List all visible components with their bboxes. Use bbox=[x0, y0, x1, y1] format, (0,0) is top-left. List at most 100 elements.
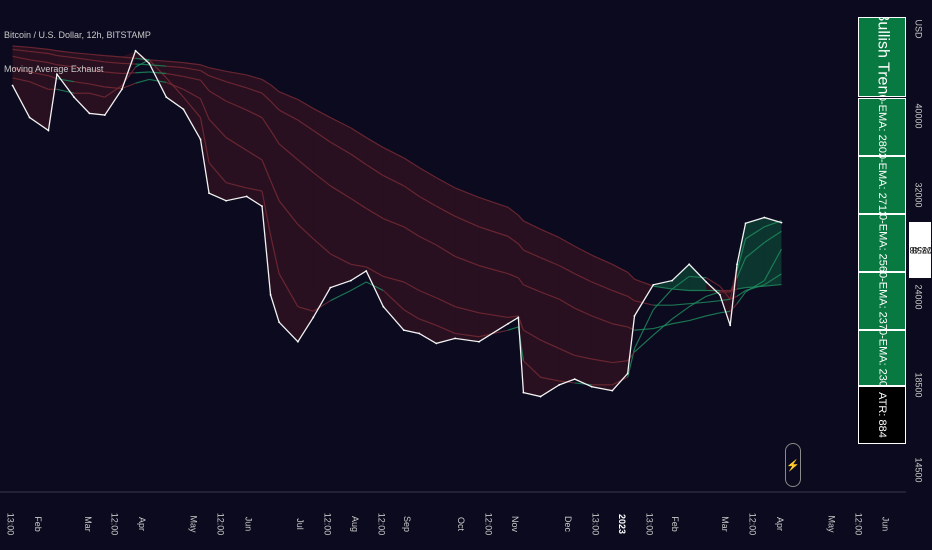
ema-line-3-segment bbox=[418, 235, 437, 246]
ema-line-4-segment bbox=[135, 63, 150, 66]
ema-line-3-segment bbox=[478, 265, 509, 275]
ema-line-2-segment bbox=[403, 281, 420, 292]
ema-line-5-segment bbox=[591, 254, 613, 265]
ema-line-2-segment bbox=[225, 137, 247, 151]
ema-line-5-segment bbox=[74, 52, 90, 55]
ema-line-5-segment bbox=[297, 99, 314, 109]
ema-line-3-segment bbox=[435, 244, 456, 257]
ema-line-1-segment bbox=[29, 81, 49, 90]
ema-line-4-segment bbox=[523, 249, 541, 259]
ema-line-2-segment bbox=[652, 318, 673, 336]
price-point bbox=[88, 112, 91, 115]
x-tick: Oct bbox=[456, 516, 467, 532]
ema-line-5-segment bbox=[365, 137, 384, 149]
ema-line-2-segment bbox=[208, 118, 227, 138]
ema-line-3-segment bbox=[634, 327, 654, 331]
bearish-cloud-segment bbox=[297, 99, 314, 342]
price-point bbox=[719, 293, 721, 296]
price-point bbox=[418, 332, 421, 335]
ema300-panel: 300-EMA: 23018 bbox=[858, 330, 906, 386]
ema-line-2-segment bbox=[540, 339, 560, 350]
ema-line-4-segment bbox=[121, 62, 136, 65]
bearish-cloud-segment bbox=[559, 237, 575, 385]
bearish-cloud-segment bbox=[455, 187, 480, 342]
ema-line-4-segment bbox=[350, 153, 367, 166]
y-axis-tick: 14500 bbox=[914, 457, 924, 483]
price-point bbox=[522, 391, 525, 394]
ema-line-5-segment bbox=[350, 127, 367, 139]
ema-line-2-segment bbox=[135, 78, 150, 84]
ema-line-4-segment bbox=[612, 289, 628, 297]
ema-line-5-segment bbox=[745, 285, 765, 289]
price-point bbox=[507, 322, 509, 325]
bearish-cloud-segment bbox=[270, 84, 280, 323]
ema-line-4-segment bbox=[736, 289, 746, 297]
price-point bbox=[134, 49, 137, 52]
ema-line-3-segment bbox=[166, 72, 184, 78]
ema-line-2-segment bbox=[365, 266, 384, 277]
ema-line-2-segment bbox=[612, 360, 628, 364]
x-tick: May bbox=[188, 515, 199, 533]
bearish-cloud-segment bbox=[540, 229, 560, 397]
ema-line-5-segment bbox=[200, 64, 210, 69]
x-tick: Jun bbox=[880, 516, 891, 532]
ema-line-3-segment bbox=[540, 291, 560, 300]
ema-line-1-segment bbox=[507, 326, 519, 331]
ema-line-5-segment bbox=[149, 59, 167, 62]
price-point bbox=[763, 216, 766, 219]
x-tick: 12:00 bbox=[747, 512, 757, 536]
ema-line-1-segment bbox=[382, 290, 405, 311]
ema-line-1-segment bbox=[246, 187, 263, 192]
ema-line-5-segment bbox=[104, 54, 122, 58]
ema-line-3-segment bbox=[330, 185, 352, 200]
ema-line-1-segment bbox=[719, 285, 731, 300]
price-point bbox=[312, 316, 315, 319]
price-point bbox=[558, 383, 561, 386]
indicator-name: Moving Average Exhaust bbox=[4, 64, 104, 74]
ema-line-4-segment bbox=[591, 281, 613, 292]
ema-line-2-segment bbox=[454, 306, 480, 314]
ema-line-4-segment bbox=[183, 67, 201, 72]
ema-line-5-segment bbox=[89, 53, 105, 57]
ema-line-3-segment bbox=[149, 71, 167, 75]
price-point bbox=[73, 96, 75, 99]
x-tick: Jun bbox=[243, 516, 254, 532]
ema-line-4-segment bbox=[672, 303, 690, 306]
ema-line-3-segment bbox=[507, 273, 519, 279]
price-point bbox=[296, 340, 299, 343]
x-tick: May bbox=[826, 515, 837, 533]
ema-line-2-segment bbox=[745, 242, 765, 259]
price-point bbox=[744, 222, 747, 225]
last-price-label: 2785807:48:52 bbox=[909, 222, 931, 278]
ema-line-3-segment bbox=[559, 298, 576, 309]
ema-line-2-segment bbox=[166, 81, 184, 90]
ema-line-3-segment bbox=[135, 71, 150, 74]
ema300-label: 300-EMA: 23018 bbox=[876, 330, 888, 386]
ema-line-5-segment bbox=[403, 157, 420, 169]
ema50-label: 50-EMA: 27127 bbox=[876, 156, 888, 214]
price-point bbox=[736, 263, 738, 266]
price-point bbox=[103, 114, 106, 116]
x-tick: 12:00 bbox=[376, 512, 386, 536]
price-point bbox=[517, 316, 520, 319]
ema-line-1-segment bbox=[278, 273, 299, 307]
ema-line-5-segment bbox=[634, 278, 654, 287]
bearish-cloud-segment bbox=[518, 215, 524, 393]
price-series-line bbox=[11, 49, 782, 398]
ema-line-4-segment bbox=[478, 226, 509, 237]
ema-line-4-segment bbox=[149, 64, 167, 67]
ema-line-4-segment bbox=[365, 164, 384, 177]
lightning-icon[interactable]: ⚡ bbox=[785, 443, 801, 487]
ema-line-3-segment bbox=[403, 226, 420, 237]
ema-line-3-segment bbox=[48, 62, 58, 66]
price-point bbox=[633, 314, 636, 317]
price-point bbox=[269, 293, 272, 296]
bearish-cloud-segment bbox=[436, 177, 456, 344]
ema-line-1-segment bbox=[225, 182, 247, 189]
price-point bbox=[199, 138, 202, 141]
price-point bbox=[539, 395, 542, 398]
bearish-cloud-segment bbox=[56, 50, 75, 98]
x-tick: Apr bbox=[775, 516, 786, 532]
x-tick: 13:00 bbox=[590, 512, 600, 536]
